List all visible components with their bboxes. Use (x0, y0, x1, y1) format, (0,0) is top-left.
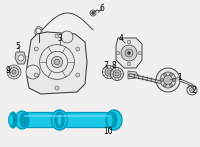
Circle shape (76, 73, 80, 77)
Circle shape (138, 51, 142, 55)
Circle shape (107, 70, 111, 74)
Circle shape (12, 70, 16, 74)
Circle shape (111, 67, 124, 81)
Circle shape (34, 73, 38, 77)
Circle shape (160, 78, 164, 81)
Circle shape (172, 78, 176, 81)
Circle shape (51, 56, 63, 68)
Circle shape (190, 87, 194, 92)
Polygon shape (15, 52, 26, 64)
Circle shape (55, 86, 59, 90)
Text: 6: 6 (100, 4, 104, 12)
Circle shape (164, 76, 172, 85)
Circle shape (76, 47, 80, 51)
Circle shape (34, 47, 38, 51)
Text: 5: 5 (16, 41, 20, 51)
Circle shape (127, 40, 131, 44)
Text: 4: 4 (119, 34, 123, 42)
Circle shape (18, 55, 24, 61)
Circle shape (7, 65, 21, 79)
Circle shape (26, 65, 40, 79)
Circle shape (113, 70, 121, 78)
Text: 2: 2 (192, 86, 196, 95)
Circle shape (170, 73, 172, 76)
Circle shape (55, 34, 59, 38)
Circle shape (92, 11, 95, 15)
Text: 7: 7 (104, 61, 108, 70)
Circle shape (121, 45, 137, 61)
Polygon shape (27, 32, 87, 94)
Circle shape (125, 49, 133, 57)
FancyBboxPatch shape (21, 112, 110, 127)
Ellipse shape (52, 110, 68, 130)
Circle shape (164, 73, 166, 76)
Circle shape (160, 72, 176, 88)
Ellipse shape (55, 112, 65, 128)
Text: 10: 10 (103, 127, 113, 136)
Circle shape (170, 84, 172, 87)
Ellipse shape (15, 111, 29, 129)
Circle shape (127, 62, 131, 66)
Ellipse shape (107, 113, 113, 127)
Text: 1: 1 (178, 72, 182, 81)
Circle shape (116, 51, 120, 55)
Circle shape (115, 72, 119, 76)
Circle shape (54, 59, 60, 65)
Polygon shape (128, 71, 138, 79)
Circle shape (36, 29, 41, 34)
Polygon shape (35, 26, 42, 36)
Circle shape (105, 68, 113, 76)
Circle shape (128, 51, 130, 55)
Text: 3: 3 (58, 34, 62, 42)
Ellipse shape (106, 110, 122, 130)
Polygon shape (116, 38, 142, 68)
Ellipse shape (9, 114, 14, 126)
Ellipse shape (57, 114, 62, 126)
Ellipse shape (9, 112, 17, 128)
Ellipse shape (20, 113, 28, 127)
Circle shape (61, 31, 73, 43)
Circle shape (90, 10, 96, 16)
Circle shape (103, 66, 116, 78)
Circle shape (164, 84, 166, 87)
Text: 8: 8 (112, 61, 116, 70)
Circle shape (187, 85, 197, 95)
Circle shape (156, 68, 180, 92)
Circle shape (10, 67, 19, 76)
Ellipse shape (107, 112, 117, 128)
Text: 9: 9 (6, 66, 10, 75)
